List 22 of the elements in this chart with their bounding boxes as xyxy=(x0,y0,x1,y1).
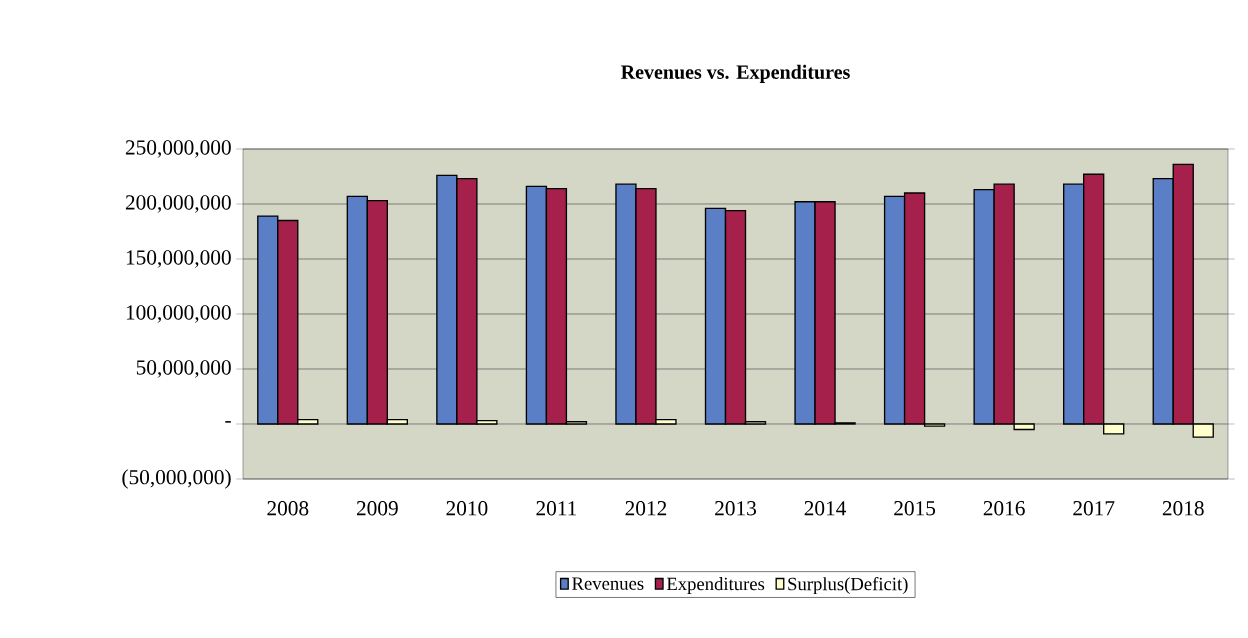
y-tick-label: 150,000,000 xyxy=(126,250,231,268)
y-tick-label: 50,000,000 xyxy=(136,360,231,378)
x-tick-label: 2009 xyxy=(356,501,398,516)
y-tick-label: 100,000,000 xyxy=(126,305,231,323)
y-tick-label: (50,000,000) xyxy=(122,469,231,489)
x-tick-label: 2017 xyxy=(1073,501,1115,516)
x-tick-label: 2011 xyxy=(536,501,577,516)
chart-title: Revenues vs. Expenditures xyxy=(621,64,850,83)
x-tick-label: 2010 xyxy=(446,501,488,516)
x-tick-label: 2015 xyxy=(894,501,936,516)
x-tick-label: 2013 xyxy=(715,501,756,516)
legend-label: Expenditures xyxy=(666,577,765,595)
x-tick-label: 2008 xyxy=(267,501,309,516)
y-tick-label: 200,000,000 xyxy=(125,195,231,213)
legend-label: Surplus(Deficit) xyxy=(788,576,908,595)
x-tick-label: 2016 xyxy=(983,501,1025,516)
legend-label: Revenues xyxy=(572,577,644,590)
x-tick-label: 2014 xyxy=(804,501,847,516)
y-tick-label: 250,000,000 xyxy=(125,140,231,158)
y-tick-label: - xyxy=(225,421,231,423)
x-tick-label: 2018 xyxy=(1162,501,1204,516)
x-tick-label: 2012 xyxy=(625,501,667,516)
